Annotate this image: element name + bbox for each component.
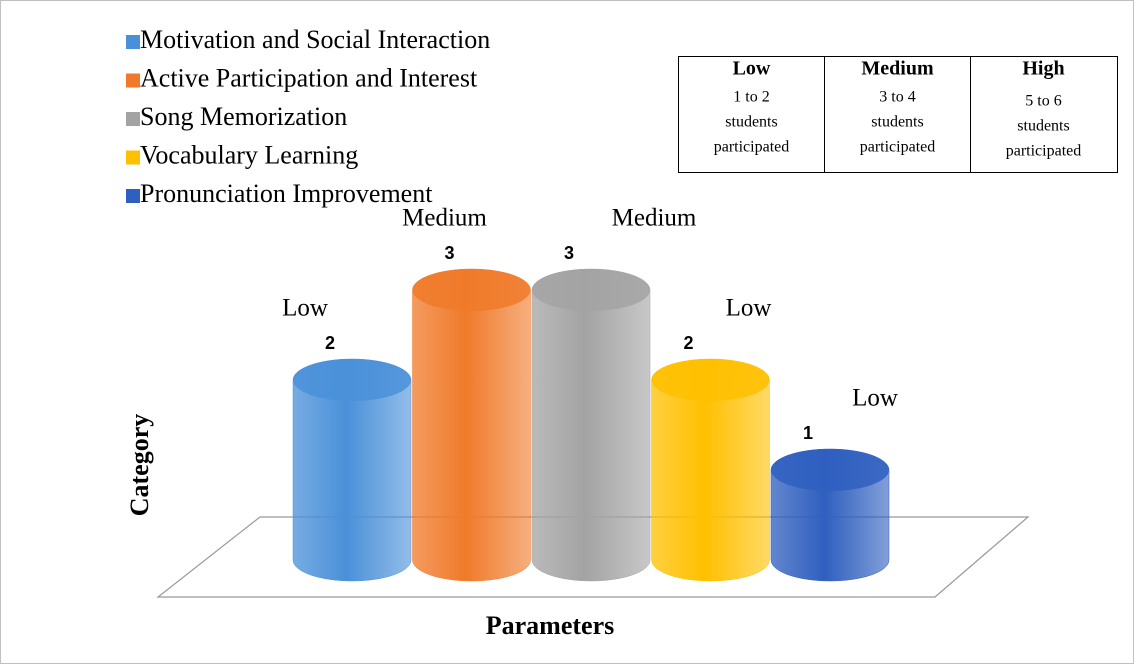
legend-label: Pronunciation Improvement [140, 179, 433, 208]
cylinder-top [412, 269, 531, 311]
value-label: 3 [564, 243, 574, 263]
legend-swatch [126, 150, 140, 165]
legend-label: Active Participation and Interest [140, 63, 478, 92]
cylinder-top [651, 359, 770, 401]
annotation: Low [852, 385, 898, 412]
legend-swatch [126, 112, 140, 126]
annotation: Medium [402, 205, 487, 232]
table-cell: students [1017, 118, 1069, 135]
legend-label: Motivation and Social Interaction [140, 25, 490, 54]
table-cell: participated [860, 139, 936, 156]
y-axis-label: Category [125, 414, 154, 517]
cylinder-top [293, 359, 411, 401]
annotation: Medium [612, 205, 697, 232]
x-axis-label: Parameters [486, 611, 614, 640]
key-table [678, 56, 1118, 173]
value-label: 3 [444, 243, 454, 263]
cylinder-top [532, 269, 650, 311]
annotation: Low [282, 295, 328, 322]
table-header: Medium [861, 58, 934, 80]
cylinder [531, 268, 651, 582]
table-cell: 3 to 4 [879, 89, 915, 106]
table-header: High [1022, 58, 1064, 80]
table-cell: 1 to 2 [733, 89, 769, 106]
table-header: Low [733, 58, 771, 80]
cylinder [412, 268, 531, 582]
legend-swatch [126, 189, 140, 203]
value-label: 2 [683, 333, 693, 353]
legend-label: Vocabulary Learning [140, 140, 358, 169]
legend-label: Song Memorization [140, 102, 347, 131]
table-cell: students [871, 114, 923, 131]
cylinder-top [771, 449, 889, 491]
value-label: 1 [803, 423, 813, 443]
table-cell: students [725, 114, 777, 131]
table-border [678, 56, 1118, 173]
value-label: 2 [325, 333, 335, 353]
table-cell: participated [1006, 143, 1082, 160]
legend-swatch [126, 35, 140, 49]
table-cell: 5 to 6 [1025, 93, 1061, 110]
legend-swatch [126, 73, 140, 88]
table-cell: participated [714, 139, 790, 156]
annotation: Low [726, 295, 772, 322]
